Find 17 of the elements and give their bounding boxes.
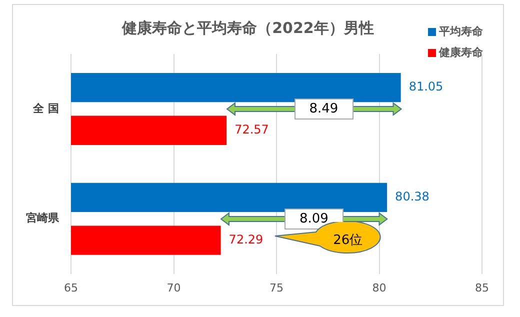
legend-label: 平均寿命 [438, 24, 484, 38]
data-label: 72.57 [234, 122, 269, 137]
x-tick-label: 65 [64, 281, 78, 294]
legend-label: 健康寿命 [438, 46, 484, 59]
x-tick-label: 80 [372, 281, 386, 294]
x-tick-label: 75 [270, 281, 284, 294]
annotation: 26位 [333, 232, 363, 250]
data-label: 72.29 [228, 232, 264, 246]
data-label: 81.05 [408, 80, 444, 94]
data-label: 80.38 [395, 190, 430, 204]
chart-title: 健康寿命と平均寿命（2022年）男性 [121, 18, 374, 37]
y-tick-label: 宮崎県 [26, 212, 60, 225]
x-tick-label: 70 [166, 281, 181, 294]
x-tick-label: 85 [475, 281, 489, 294]
y-tick-label: 全 国 [32, 102, 59, 115]
annotation: 8.49 [294, 98, 354, 120]
annotation: 8.09 [284, 208, 344, 230]
